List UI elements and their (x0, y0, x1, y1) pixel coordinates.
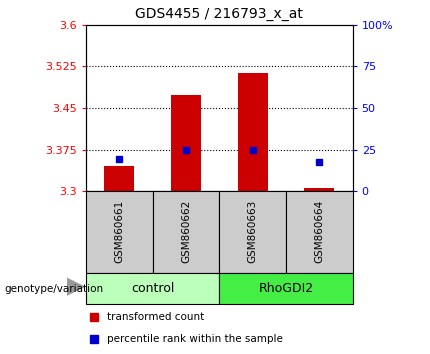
Text: GSM860662: GSM860662 (181, 200, 191, 263)
Bar (86, 191, 153, 273)
Bar (86, 273, 219, 304)
Text: GSM860661: GSM860661 (114, 200, 124, 263)
Text: percentile rank within the sample: percentile rank within the sample (108, 334, 283, 344)
Text: GSM860663: GSM860663 (248, 200, 258, 263)
Polygon shape (67, 278, 84, 295)
Title: GDS4455 / 216793_x_at: GDS4455 / 216793_x_at (135, 7, 303, 21)
Text: genotype/variation: genotype/variation (4, 284, 104, 293)
Text: RhoGDI2: RhoGDI2 (258, 282, 313, 295)
Bar (219, 191, 286, 273)
Bar (304, 188, 334, 191)
Bar (171, 95, 201, 191)
Text: transformed count: transformed count (108, 312, 205, 322)
Bar (104, 166, 134, 191)
Text: GSM860664: GSM860664 (314, 200, 324, 263)
Bar (153, 191, 219, 273)
Bar (219, 273, 353, 304)
Bar (238, 73, 267, 191)
Text: control: control (131, 282, 174, 295)
Bar (286, 191, 353, 273)
